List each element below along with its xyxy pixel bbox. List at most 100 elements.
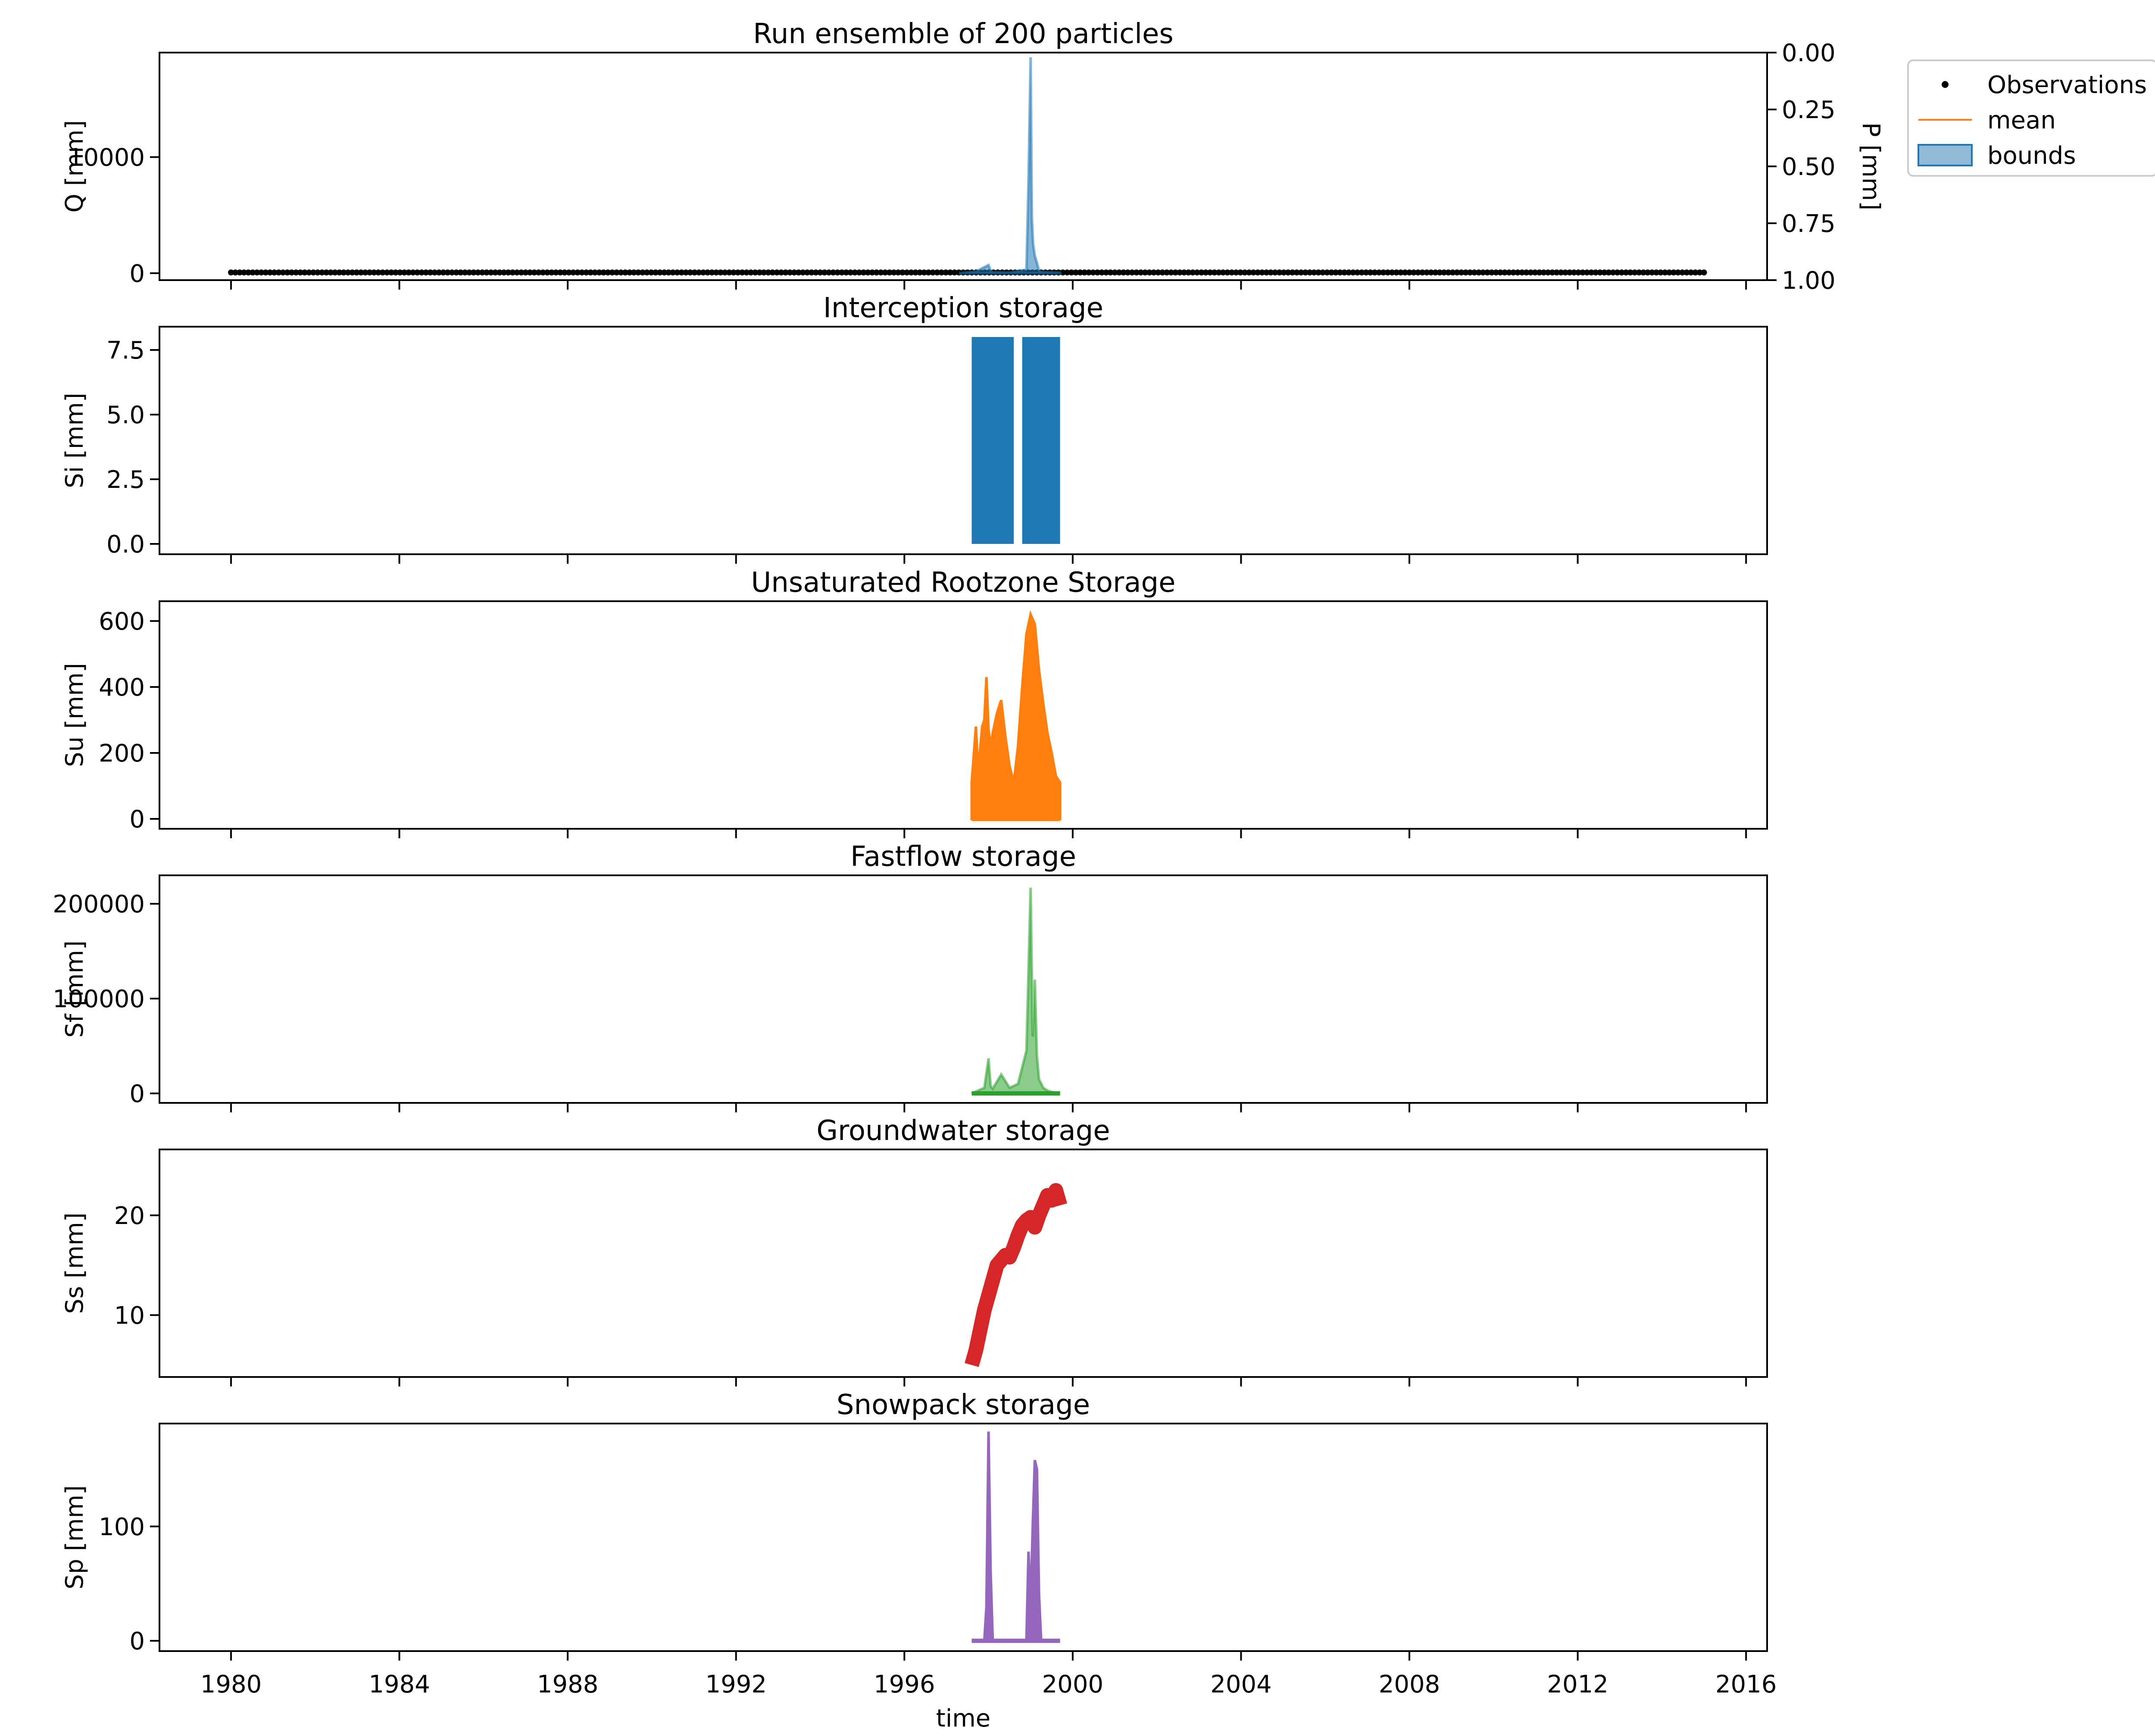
observation-point: [1328, 269, 1335, 276]
observation-point: [366, 269, 373, 276]
observation-point: [1506, 269, 1512, 276]
legend-marker-patch: [1918, 144, 1973, 166]
observation-point: [852, 269, 858, 276]
observation-point: [778, 269, 784, 276]
observation-point: [1354, 269, 1361, 276]
y-tick-label: 10: [114, 1302, 145, 1330]
observation-point: [1168, 269, 1174, 276]
observation-point: [839, 269, 845, 276]
observation-point: [1094, 269, 1101, 276]
observation-point: [1584, 269, 1590, 276]
y-tick-label: 200: [99, 740, 145, 768]
observation-point: [497, 269, 503, 276]
observation-point: [1640, 269, 1646, 276]
observation-point: [873, 269, 880, 276]
observation-point: [826, 269, 832, 276]
y-tick-label: 7.5: [106, 337, 145, 365]
y-tick-label: 200000: [53, 890, 145, 918]
observation-point: [587, 269, 594, 276]
observation-point: [306, 269, 312, 276]
observation-point: [882, 269, 888, 276]
x-tick-label: 2004: [1210, 1670, 1272, 1699]
y-tick-label: 0.0: [106, 531, 145, 559]
observation-point: [639, 269, 646, 276]
observation-point: [427, 269, 434, 276]
observation-point: [444, 269, 451, 276]
observation-point: [1337, 269, 1343, 276]
right-y-tick-label: 0.75: [1782, 210, 1836, 238]
observation-point: [791, 269, 797, 276]
observation-point: [1112, 269, 1118, 276]
observation-point: [635, 269, 641, 276]
right-y-tick-label: 0.50: [1782, 153, 1836, 181]
observation-point: [384, 269, 390, 276]
observation-point: [1415, 269, 1421, 276]
observation-point: [518, 269, 525, 276]
observation-point: [687, 269, 693, 276]
observation-point: [1150, 269, 1157, 276]
observation-point: [921, 269, 928, 276]
observation-point: [856, 269, 862, 276]
y-tick-label: 0: [129, 260, 145, 288]
right-y-tick-label: 1.00: [1782, 267, 1836, 295]
y-tick-label: 2.5: [106, 466, 145, 494]
observation-point: [613, 269, 620, 276]
observation-point: [626, 269, 633, 276]
x-tick-label: 2016: [1715, 1670, 1777, 1699]
right-y-tick-label: 0.00: [1782, 39, 1836, 67]
observation-point: [1276, 269, 1283, 276]
observation-point: [600, 269, 607, 276]
observation-point: [254, 269, 260, 276]
legend-entry: Observations: [1942, 71, 2147, 99]
observation-point: [657, 269, 663, 276]
observation-point: [488, 269, 494, 276]
observation-point: [1631, 269, 1638, 276]
observation-point: [1146, 269, 1152, 276]
x-tick-label: 1988: [537, 1670, 599, 1699]
observation-point: [271, 269, 278, 276]
observation-point: [1432, 269, 1439, 276]
y-tick-label: 100: [99, 1513, 145, 1541]
observation-point: [665, 269, 672, 276]
observation-point: [1285, 269, 1291, 276]
observation-point: [938, 269, 945, 276]
observation-point: [509, 269, 516, 276]
observation-point: [561, 269, 568, 276]
observation-point: [1411, 269, 1417, 276]
observation-point: [336, 269, 343, 276]
observation-point: [1242, 269, 1248, 276]
observation-point: [1688, 269, 1694, 276]
observation-point: [1306, 269, 1313, 276]
observation-point: [492, 269, 499, 276]
observation-point: [951, 269, 958, 276]
observation-point: [808, 269, 815, 276]
axes-frame: [159, 52, 1768, 281]
observation-point: [1341, 269, 1348, 276]
observation-point: [1445, 269, 1452, 276]
observation-point: [1077, 269, 1084, 276]
y-axis-label: Sf [mm]: [61, 940, 89, 1038]
observation-point: [769, 269, 776, 276]
observation-point: [1471, 269, 1477, 276]
observation-point: [1068, 269, 1075, 276]
observation-point: [1424, 269, 1430, 276]
observation-point: [1198, 269, 1205, 276]
observation-point: [1081, 269, 1088, 276]
observation-point: [540, 269, 546, 276]
observation-point: [1333, 269, 1339, 276]
observation-point: [1181, 269, 1187, 276]
y-tick-label: 20: [114, 1202, 145, 1230]
observation-point: [1553, 269, 1560, 276]
observation-point: [1190, 269, 1196, 276]
observation-point: [1133, 269, 1140, 276]
observation-point: [1207, 269, 1213, 276]
observation-point: [609, 269, 615, 276]
observation-point: [340, 269, 347, 276]
observation-point: [1259, 269, 1265, 276]
observation-point: [1540, 269, 1547, 276]
observation-point: [1359, 269, 1365, 276]
observation-point: [1462, 269, 1469, 276]
observation-point: [1571, 269, 1577, 276]
observation-point: [1393, 269, 1399, 276]
panel-title: Groundwater storage: [816, 1115, 1110, 1147]
